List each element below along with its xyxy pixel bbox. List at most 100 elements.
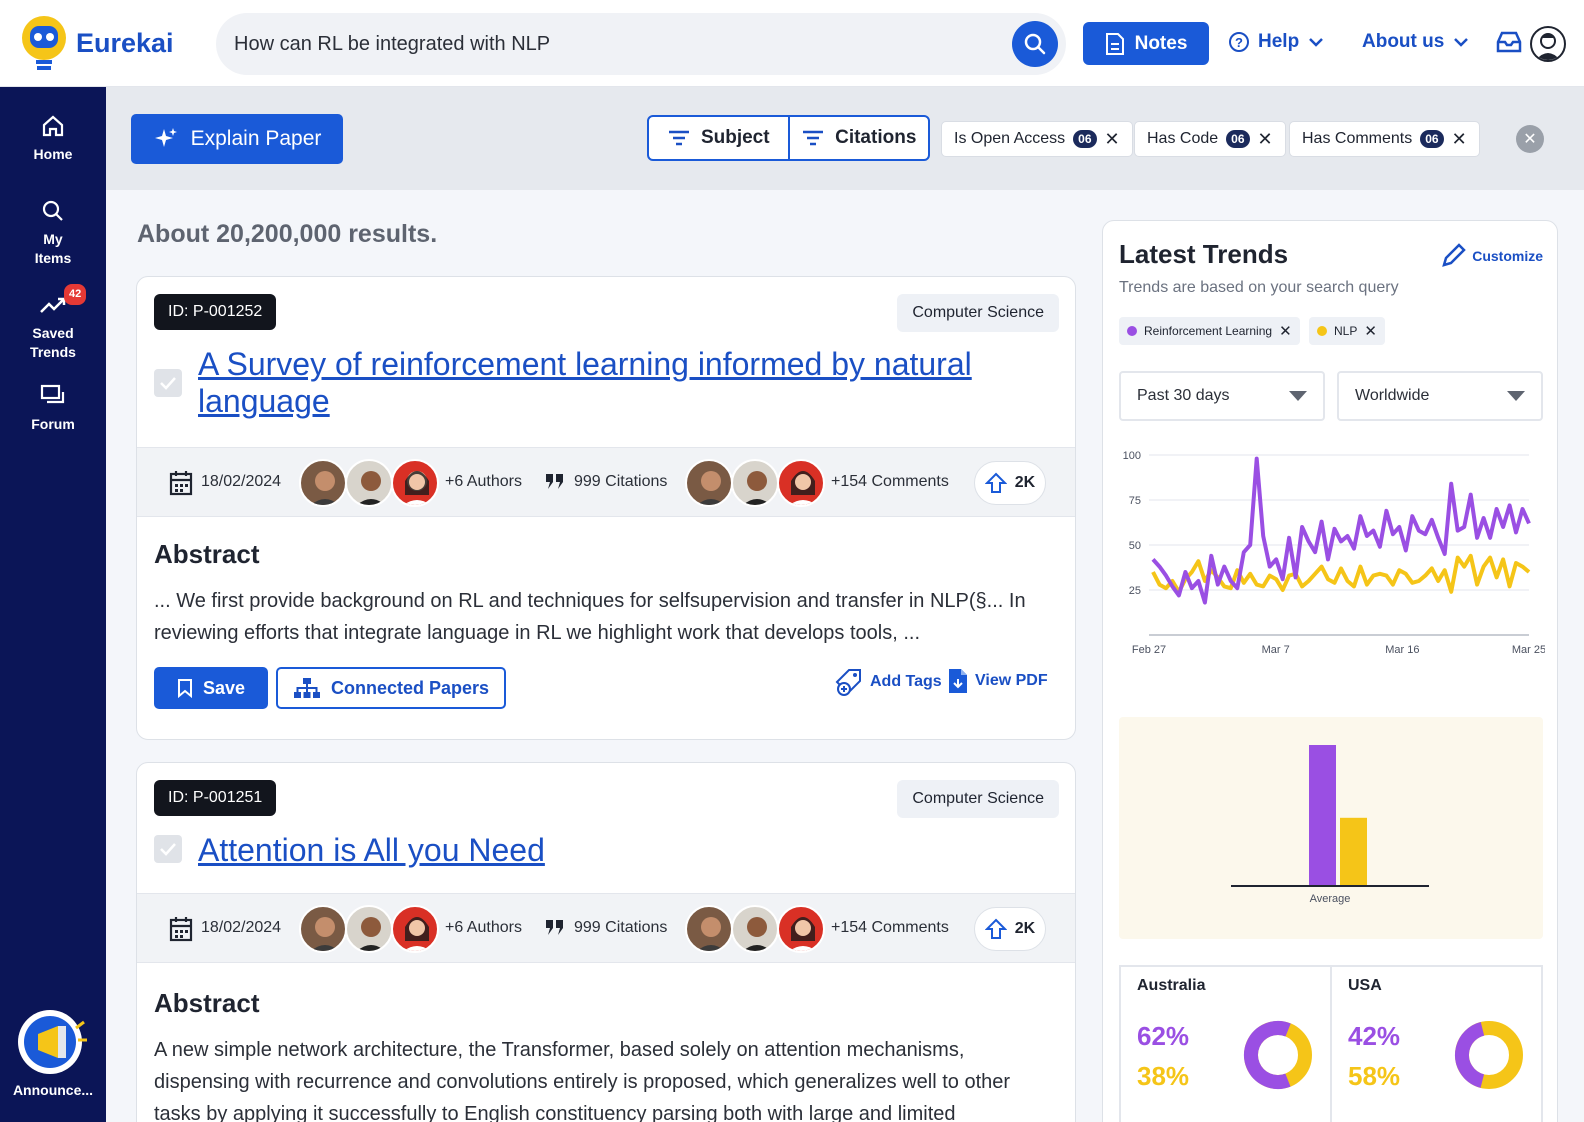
sidebar-item-home[interactable]: Home <box>0 113 106 164</box>
subject-label: Subject <box>700 127 770 148</box>
notes-button[interactable]: Notes <box>1083 22 1209 65</box>
close-icon[interactable]: ✕ <box>1104 128 1120 149</box>
clear-filters-button[interactable]: ✕ <box>1516 125 1544 153</box>
region-card-australia: Australia 62% 38% <box>1121 967 1330 1122</box>
tag-icon <box>835 669 861 696</box>
sidebar-item-forum[interactable]: Forum <box>0 383 106 434</box>
user-avatar[interactable] <box>1530 26 1566 62</box>
region-name: Australia <box>1137 977 1206 994</box>
abstract-heading: Abstract <box>154 988 260 1018</box>
paper-title-link[interactable]: Attention is All you Need <box>198 832 545 868</box>
subject-tag[interactable]: Computer Science <box>897 780 1059 818</box>
select-checkbox[interactable] <box>154 835 182 863</box>
donut-slice-rl <box>1244 1021 1312 1089</box>
commenter-avatar[interactable] <box>731 905 779 953</box>
close-icon[interactable]: ✕ <box>1279 323 1292 340</box>
announcements-button[interactable]: Announce... <box>0 1004 106 1098</box>
comments-count[interactable]: +154 Comments <box>831 473 949 490</box>
sidebar-item-my-items[interactable]: My Items <box>0 198 106 268</box>
author-avatar[interactable] <box>299 459 347 507</box>
commenter-avatar[interactable] <box>777 459 825 507</box>
legend-dot <box>1127 326 1137 336</box>
caret-down-icon <box>1289 391 1307 401</box>
close-icon[interactable]: ✕ <box>1451 128 1467 149</box>
author-avatar[interactable] <box>345 905 393 953</box>
sidebar-item-label: My Items <box>34 231 72 266</box>
author-avatar[interactable] <box>391 905 439 953</box>
search-bar[interactable]: How can RL be integrated with NLP <box>216 13 1066 75</box>
upvote-button[interactable]: 2K <box>974 907 1046 951</box>
search-input[interactable]: How can RL be integrated with NLP <box>234 33 551 55</box>
pencil-icon <box>1442 243 1466 267</box>
person-icon <box>311 917 339 951</box>
region-select[interactable]: Worldwide <box>1337 371 1543 421</box>
logo[interactable]: Eurekai <box>16 12 174 74</box>
close-icon[interactable]: ✕ <box>1364 323 1377 340</box>
region-card-usa: USA 42% 58% <box>1330 967 1541 1122</box>
help-icon: ? <box>1229 32 1249 52</box>
citations-filter-button[interactable]: Citations <box>787 117 929 159</box>
connected-papers-button[interactable]: Connected Papers <box>276 667 506 709</box>
svg-text:?: ? <box>1235 35 1243 50</box>
commenter-avatar[interactable] <box>777 905 825 953</box>
period-select[interactable]: Past 30 days <box>1119 371 1325 421</box>
bar <box>1309 745 1336 885</box>
about-menu[interactable]: About us <box>1362 31 1470 53</box>
calendar-icon <box>169 471 193 496</box>
help-menu[interactable]: ? Help <box>1228 31 1325 53</box>
search-button[interactable] <box>1012 21 1058 67</box>
citations-count: 999 Citations <box>574 473 668 490</box>
save-button[interactable]: Save <box>154 667 268 709</box>
author-avatar[interactable] <box>345 459 393 507</box>
vote-count: 2K <box>1014 920 1036 937</box>
filter-icon <box>803 130 824 146</box>
category-label: Average <box>1310 893 1351 905</box>
author-avatar[interactable] <box>391 459 439 507</box>
commenter-avatar[interactable] <box>731 459 779 507</box>
subject-tag[interactable]: Computer Science <box>897 294 1059 332</box>
comments-count[interactable]: +154 Comments <box>831 919 949 936</box>
view-pdf-label: View PDF <box>975 672 1048 689</box>
abstract-text: A new simple network architecture, the T… <box>154 1039 1011 1122</box>
person-icon <box>403 917 431 951</box>
close-icon[interactable]: ✕ <box>1257 128 1273 149</box>
explain-paper-button[interactable]: Explain Paper <box>131 114 343 164</box>
x-tick-label: Mar 16 <box>1385 644 1419 656</box>
commenter-avatar[interactable] <box>685 459 733 507</box>
sidebar-item-saved-trends[interactable]: 42 Saved Trends <box>0 284 106 362</box>
close-icon: ✕ <box>1523 131 1537 148</box>
select-checkbox[interactable] <box>154 369 182 397</box>
inbox-icon[interactable] <box>1495 30 1523 54</box>
publish-date: 18/02/2024 <box>201 919 282 936</box>
filter-chip-open-access[interactable]: Is Open Access 06 ✕ <box>941 121 1133 157</box>
vote-count: 2K <box>1014 474 1036 491</box>
document-icon <box>1105 32 1124 55</box>
person-icon <box>743 471 771 505</box>
announcements-label: Announce... <box>12 1082 94 1098</box>
paper-card: ID: P-001251 Computer Science Attention … <box>136 762 1076 1122</box>
save-label: Save <box>202 677 246 698</box>
paper-id-badge: ID: P-001251 <box>154 780 277 816</box>
nlp-percentage: 38% <box>1137 1061 1190 1091</box>
filter-icon <box>668 130 689 146</box>
keyword-label: NLP <box>1334 324 1358 338</box>
hierarchy-icon <box>293 678 320 698</box>
y-tick-label: 25 <box>1129 585 1141 597</box>
keyword-chip-nlp[interactable]: NLP ✕ <box>1309 317 1385 345</box>
filter-chip-has-comments[interactable]: Has Comments 06 ✕ <box>1289 121 1480 157</box>
keyword-chip-rl[interactable]: Reinforcement Learning ✕ <box>1119 317 1300 345</box>
subject-filter-button[interactable]: Subject <box>649 117 788 159</box>
add-tags-button[interactable]: Add Tags <box>834 667 942 697</box>
authors-count[interactable]: +6 Authors <box>445 919 522 936</box>
paper-title-link[interactable]: A Survey of reinforcement learning infor… <box>198 346 972 419</box>
customize-button[interactable]: Customize <box>1440 243 1543 269</box>
paper-card: ID: P-001252 Computer Science A Survey o… <box>136 276 1076 740</box>
filter-chip-has-code[interactable]: Has Code 06 ✕ <box>1134 121 1286 157</box>
commenter-avatar[interactable] <box>685 905 733 953</box>
person-icon <box>789 917 817 951</box>
view-pdf-button[interactable]: View PDF <box>947 667 1048 695</box>
authors-count[interactable]: +6 Authors <box>445 473 522 490</box>
upvote-button[interactable]: 2K <box>974 461 1046 505</box>
chip-label: Has Comments <box>1302 130 1413 147</box>
author-avatar[interactable] <box>299 905 347 953</box>
